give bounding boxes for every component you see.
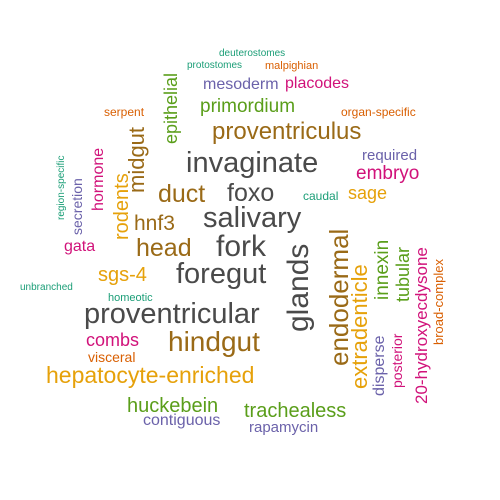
word-visceral: visceral [88, 349, 136, 365]
word-gata: gata [64, 238, 96, 255]
word-homeotic: homeotic [108, 292, 153, 304]
word-sage: sage [348, 183, 388, 203]
word-trachealess: trachealess [244, 400, 347, 422]
word-salivary: salivary [203, 202, 302, 234]
word-posterior: posterior [389, 333, 405, 388]
word-placodes: placodes [285, 75, 350, 92]
word-organ-specific: organ-specific [341, 105, 416, 119]
word-invaginate: invaginate [186, 147, 319, 179]
word-hnf3: hnf3 [134, 212, 175, 235]
word-broad-complex: broad-complex [431, 259, 446, 345]
word-serpent: serpent [104, 105, 145, 119]
word-foxo: foxo [227, 179, 275, 207]
word-embryo: embryo [356, 163, 420, 184]
word-secretion: secretion [69, 178, 85, 235]
word-proventricular: proventricular [84, 298, 260, 330]
word-epithelial: epithelial [161, 72, 181, 144]
word-duct: duct [158, 180, 206, 208]
word-primordium: primordium [200, 96, 296, 117]
word-hepatocyte-enriched: hepatocyte-enriched [46, 362, 255, 388]
word-rapamycin: rapamycin [249, 419, 319, 436]
word-glands: glands [282, 243, 315, 332]
word-tubular: tubular [393, 246, 413, 302]
word-caudal: caudal [303, 189, 339, 203]
word-contiguous: contiguous [143, 412, 221, 429]
word-innexin: innexin [372, 239, 393, 300]
word-proventriculus: proventriculus [212, 118, 362, 145]
word-unbranched: unbranched [20, 282, 73, 293]
word-disperse: disperse [371, 335, 388, 396]
word-protostomes: protostomes [187, 60, 243, 71]
word-extradenticle: extradenticle [347, 264, 372, 389]
word-rodents: rodents [111, 173, 133, 240]
word-combs: combs [86, 330, 140, 350]
word-hindgut: hindgut [168, 326, 260, 357]
word-deuterostomes: deuterostomes [219, 48, 286, 59]
word-foregut: foregut [176, 258, 267, 290]
word-region-specific: region-specific [56, 155, 67, 220]
word-malpighian: malpighian [265, 60, 319, 72]
word-fork: fork [216, 230, 267, 263]
word-mesoderm: mesoderm [203, 76, 279, 93]
word-huckebein: huckebein [127, 395, 219, 417]
word-20-hydroxyecdysone: 20-hydroxyecdysone [412, 247, 431, 404]
word-required: required [362, 147, 418, 164]
word-head: head [136, 234, 192, 262]
word-sgs-4: sgs-4 [98, 264, 147, 286]
word-hormone: hormone [90, 147, 107, 211]
